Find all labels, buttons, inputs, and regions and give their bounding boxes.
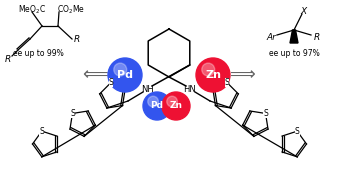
Text: ⟹: ⟹ (230, 66, 256, 84)
Text: MeO$_2$C: MeO$_2$C (18, 4, 46, 16)
Text: R: R (74, 35, 80, 43)
Circle shape (196, 58, 230, 92)
Circle shape (167, 96, 177, 107)
Text: S: S (108, 78, 113, 87)
Text: NH: NH (142, 85, 154, 93)
Polygon shape (290, 30, 298, 43)
Circle shape (148, 96, 159, 107)
Text: HN: HN (184, 85, 196, 93)
Text: Zn: Zn (205, 70, 221, 80)
Text: Pd: Pd (117, 70, 133, 80)
Text: Ar: Ar (266, 33, 276, 41)
Text: Pd: Pd (150, 101, 164, 111)
Text: CO$_2$Me: CO$_2$Me (57, 4, 85, 16)
Text: R: R (314, 33, 320, 41)
Text: Zn: Zn (169, 101, 183, 111)
Text: S: S (295, 127, 299, 136)
Text: S: S (40, 127, 44, 136)
Text: R: R (5, 56, 11, 64)
Text: S: S (225, 78, 230, 87)
Circle shape (202, 63, 215, 76)
Text: S: S (263, 109, 268, 118)
Circle shape (143, 92, 171, 120)
Circle shape (108, 58, 142, 92)
Text: ee up to 97%: ee up to 97% (269, 49, 319, 59)
Circle shape (162, 92, 190, 120)
Text: X: X (300, 7, 306, 15)
Text: ee up to 99%: ee up to 99% (13, 49, 64, 59)
Text: S: S (70, 109, 75, 118)
Text: ⟸: ⟸ (82, 66, 108, 84)
Circle shape (114, 63, 127, 76)
